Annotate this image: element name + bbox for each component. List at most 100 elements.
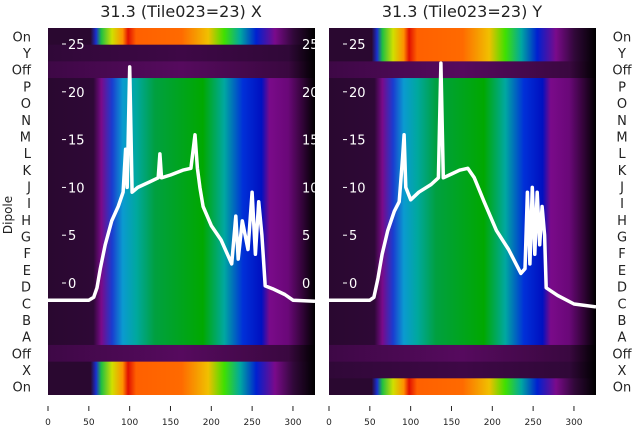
row-label: C [617, 297, 626, 312]
heatmap-row-m [329, 128, 596, 146]
xtick-label: 200 [203, 418, 220, 428]
overlay-ytick-label: 10 [349, 181, 366, 196]
row-label: O [617, 97, 627, 112]
heatmap-row-p [48, 78, 315, 96]
row-label: M [616, 130, 627, 145]
row-label: I [27, 197, 31, 212]
row-label: On [613, 30, 631, 45]
row-label: Off [612, 347, 632, 362]
overlay-ytick-label: 15 [68, 134, 85, 149]
heatmap-row-e [48, 261, 315, 279]
xtick-label: 250 [244, 418, 261, 428]
heatmap-row-off [329, 61, 596, 79]
heatmap-row-on [48, 378, 315, 395]
overlay-ytick-label-right: 20 [302, 86, 319, 101]
row-label: M [20, 130, 31, 145]
xtick-label: 150 [162, 418, 179, 428]
row-label: L [24, 147, 32, 162]
overlay-ytick-label-right: 10 [302, 181, 319, 196]
row-label: K [618, 164, 627, 179]
row-label: E [23, 264, 31, 279]
panel-x: 31.3 (Tile023=23) X Dipole 0 0 5 5 10 10 15 15 2… [1, 2, 319, 428]
row-label: On [13, 381, 31, 396]
overlay-ytick-label-right: 25 [302, 38, 319, 53]
row-label: Off [12, 347, 32, 362]
overlay-line [329, 61, 596, 309]
heatmap-row-a [329, 328, 596, 346]
heatmap-row-d [48, 278, 315, 296]
heatmap-row-n [48, 111, 315, 129]
heatmap-row-o [329, 94, 596, 112]
heatmap-row-p [329, 78, 596, 96]
heatmap-row-on [329, 28, 596, 46]
overlay-ytick-label: 10 [68, 181, 85, 196]
row-label: G [21, 231, 31, 246]
ylabel: Dipole [1, 196, 15, 234]
row-label: F [24, 247, 31, 262]
heatmap-row-h [48, 211, 315, 229]
row-label: X [618, 364, 627, 379]
row-label: E [618, 264, 626, 279]
heatmap-row-l [329, 144, 596, 162]
row-label: A [22, 331, 31, 346]
row-label: D [617, 281, 627, 296]
xtick-label: 50 [364, 418, 376, 428]
row-label: G [617, 231, 627, 246]
row-label: H [617, 214, 627, 229]
heatmap-row-m [48, 128, 315, 146]
heatmap-row-i [48, 194, 315, 212]
overlay-ytick-label: 25 [349, 38, 366, 53]
row-label: B [22, 314, 31, 329]
heatmap-row-f [48, 244, 315, 263]
xtick-label: 200 [484, 418, 501, 428]
heatmap-row-g [329, 228, 596, 246]
row-label: P [618, 80, 626, 95]
heatmap-row-g [48, 228, 315, 246]
heatmap-row-c [329, 294, 596, 313]
row-label: C [22, 297, 31, 312]
heatmap-row-d [329, 278, 596, 296]
heatmap-row-y [329, 44, 596, 62]
overlay-ytick-label: 20 [68, 86, 85, 101]
heatmap-row-h [329, 211, 596, 229]
heatmap-row-on [48, 28, 315, 46]
overlay-line [48, 65, 315, 303]
xtick-label: 0 [326, 418, 332, 428]
row-label: N [617, 114, 627, 129]
heatmap-row-j [329, 178, 596, 196]
heatmap-row-on [329, 378, 596, 395]
overlay-ytick-label: 25 [68, 38, 85, 53]
row-label: L [618, 147, 626, 162]
xtick-label: 50 [83, 418, 95, 428]
row-label: Off [612, 64, 632, 79]
row-label: K [22, 164, 31, 179]
overlay-ytick-label-right: 0 [302, 277, 310, 292]
heatmap-row-b [329, 311, 596, 329]
xtick-label: 300 [565, 418, 582, 428]
row-label: On [613, 381, 631, 396]
overlay-ytick-label: 15 [349, 134, 366, 149]
row-label: On [13, 30, 31, 45]
row-label: Y [617, 47, 626, 62]
xtick-label: 0 [45, 418, 51, 428]
heatmap-row-f [329, 244, 596, 263]
row-label: H [21, 214, 31, 229]
heatmap-row-l [48, 144, 315, 162]
heatmap-row-o [48, 94, 315, 112]
heatmap-row-c [48, 294, 315, 313]
row-label: J [26, 180, 31, 195]
heatmap-row-x [48, 361, 315, 379]
overlay-ytick-label: 20 [349, 86, 366, 101]
heatmap-row-j [48, 178, 315, 196]
xtick-label: 250 [525, 418, 542, 428]
heatmap-row-y [48, 44, 315, 62]
heatmap-row-i [329, 194, 596, 212]
row-label: Y [22, 47, 31, 62]
xtick-label: 100 [121, 418, 138, 428]
heatmap-row-off [48, 344, 315, 363]
row-label: Off [12, 64, 32, 79]
heatmap-row-n [329, 111, 596, 129]
overlay-ytick-label: 0 [349, 277, 357, 292]
overlay-ytick-label: 5 [349, 229, 357, 244]
